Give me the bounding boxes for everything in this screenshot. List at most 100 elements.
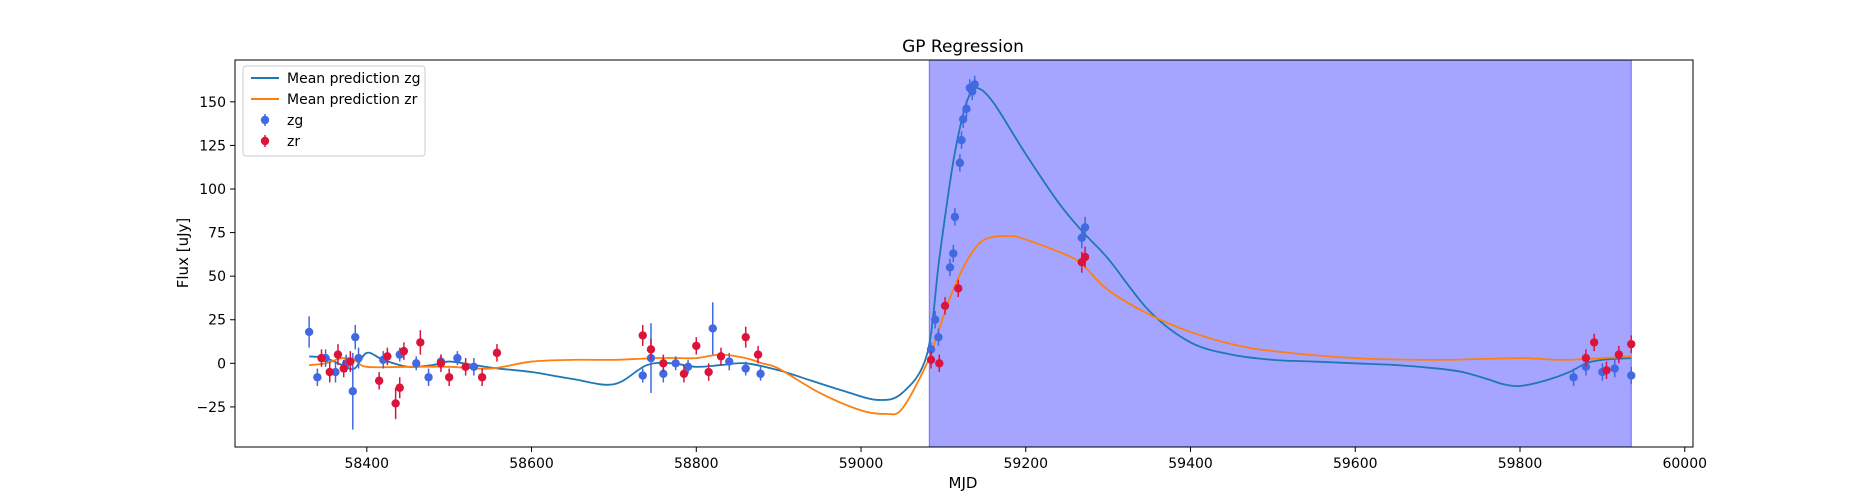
legend-point-swatch bbox=[260, 136, 270, 146]
data-point bbox=[391, 399, 400, 408]
data-point bbox=[957, 135, 966, 145]
data-point bbox=[444, 373, 454, 382]
x-axis-label: MJD bbox=[949, 474, 978, 492]
data-point bbox=[424, 373, 433, 382]
x-tick-label: 59600 bbox=[1333, 456, 1378, 472]
data-point bbox=[934, 332, 943, 342]
data-point bbox=[646, 345, 656, 354]
x-tick-label: 58600 bbox=[509, 456, 554, 472]
data-point bbox=[1080, 252, 1090, 262]
data-point bbox=[716, 352, 726, 361]
data-point bbox=[469, 362, 479, 372]
x-tick-label: 59000 bbox=[839, 456, 884, 472]
x-tick-label: 60000 bbox=[1662, 456, 1707, 472]
data-point bbox=[348, 387, 357, 396]
data-point bbox=[304, 327, 314, 337]
data-point bbox=[671, 359, 680, 368]
data-point bbox=[339, 364, 348, 373]
data-point bbox=[949, 249, 958, 258]
data-point bbox=[926, 345, 936, 354]
x-tick-label: 59200 bbox=[1004, 456, 1049, 472]
data-point bbox=[383, 352, 392, 361]
plot-area bbox=[234, 59, 1694, 448]
points-zg bbox=[304, 75, 1636, 430]
data-point bbox=[374, 376, 384, 385]
axes-frame bbox=[234, 59, 1694, 448]
x-tick-label: 58400 bbox=[345, 456, 390, 472]
data-point bbox=[638, 371, 647, 380]
data-point bbox=[346, 357, 355, 366]
data-point bbox=[704, 367, 713, 377]
legend: Mean prediction zg Mean prediction zr zg zr bbox=[242, 65, 426, 157]
data-point bbox=[333, 350, 343, 359]
data-point bbox=[954, 284, 963, 293]
data-point bbox=[935, 359, 944, 368]
data-point bbox=[958, 115, 968, 124]
data-point bbox=[461, 362, 470, 372]
data-point bbox=[926, 355, 936, 365]
points-zr bbox=[317, 246, 1636, 420]
data-point bbox=[492, 348, 502, 358]
data-point bbox=[395, 383, 404, 392]
y-tick-label: 25 bbox=[208, 313, 226, 329]
data-point bbox=[962, 104, 971, 114]
data-point bbox=[317, 353, 326, 363]
data-point bbox=[945, 263, 955, 272]
data-point bbox=[940, 301, 950, 310]
data-point bbox=[1627, 339, 1636, 349]
legend-entry-label: zr bbox=[287, 134, 300, 150]
y-axis-label: Flux [uJy] bbox=[174, 218, 192, 288]
data-point bbox=[1589, 338, 1599, 347]
y-tick-label: 125 bbox=[199, 138, 226, 154]
plot-clipped-content bbox=[304, 60, 1636, 447]
data-point bbox=[659, 369, 668, 378]
y-tick-label: 150 bbox=[199, 95, 226, 111]
data-point bbox=[638, 331, 647, 340]
x-tick-label: 59400 bbox=[1168, 456, 1213, 472]
data-point bbox=[399, 346, 409, 356]
data-point bbox=[1080, 223, 1090, 232]
x-tick-label: 58800 bbox=[674, 456, 719, 472]
data-point bbox=[741, 364, 750, 373]
data-point bbox=[955, 158, 965, 168]
data-point bbox=[1614, 350, 1624, 359]
data-point bbox=[453, 353, 462, 363]
data-point bbox=[412, 359, 421, 368]
data-point bbox=[313, 373, 322, 382]
legend-entry-label: zg bbox=[287, 113, 303, 129]
chart-title: GP Regression bbox=[902, 37, 1024, 57]
data-point bbox=[1627, 371, 1636, 380]
data-point bbox=[1569, 373, 1578, 382]
data-point bbox=[1581, 353, 1591, 363]
legend-point-swatch bbox=[260, 115, 270, 125]
y-tick-label: 100 bbox=[199, 182, 226, 198]
legend-entry-label: Mean prediction zg bbox=[287, 71, 421, 87]
data-point bbox=[725, 357, 734, 366]
data-point bbox=[1077, 233, 1086, 243]
data-point bbox=[1610, 364, 1619, 373]
x-tick-label: 59800 bbox=[1498, 456, 1543, 472]
data-point bbox=[708, 324, 717, 333]
y-tick-label: 75 bbox=[208, 226, 226, 242]
data-point bbox=[354, 353, 363, 363]
y-tick-label: −25 bbox=[196, 400, 226, 416]
data-point bbox=[659, 359, 668, 368]
data-point bbox=[325, 367, 334, 377]
legend-box bbox=[242, 65, 426, 157]
data-point bbox=[930, 315, 940, 324]
data-point bbox=[950, 212, 960, 222]
data-point bbox=[741, 332, 750, 342]
data-point bbox=[436, 359, 446, 368]
data-point bbox=[756, 369, 765, 378]
data-point bbox=[679, 369, 689, 378]
y-tick-label: 50 bbox=[208, 269, 226, 285]
legend-entry-label: Mean prediction zr bbox=[287, 92, 418, 108]
data-point bbox=[331, 367, 340, 377]
data-point bbox=[753, 350, 763, 359]
data-point bbox=[1602, 366, 1611, 375]
data-point bbox=[477, 373, 487, 382]
data-point bbox=[683, 362, 693, 372]
mean-line-zr bbox=[309, 235, 1632, 416]
